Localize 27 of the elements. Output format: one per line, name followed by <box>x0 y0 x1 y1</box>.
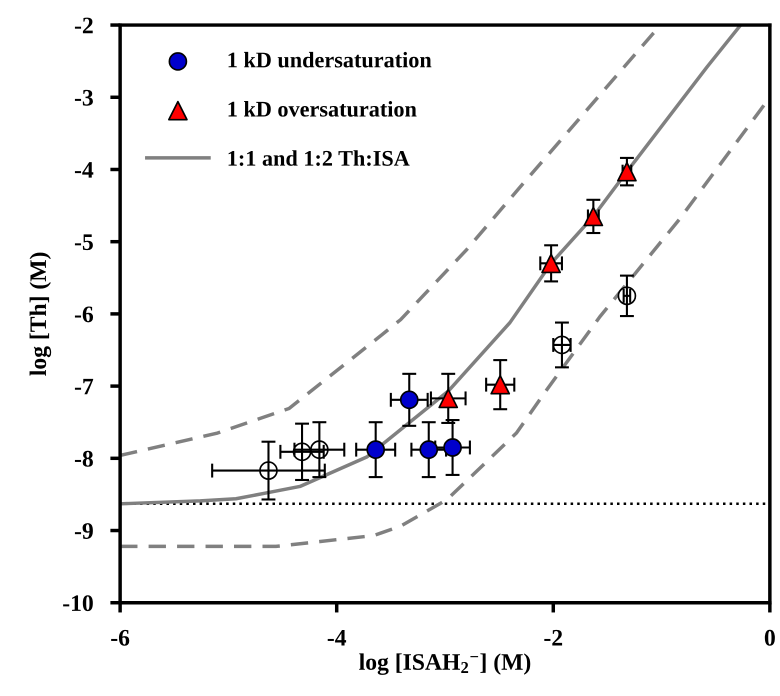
point <box>366 440 386 459</box>
y-tick-label: -9 <box>74 523 93 539</box>
y-axis-title: log [Th] (M) <box>30 252 52 376</box>
point <box>438 388 458 408</box>
y-tick-label: -4 <box>74 162 94 178</box>
x-tick-label: 0 <box>764 630 775 646</box>
legend-label: 1:1 and 1:2 Th:ISA <box>228 150 410 166</box>
legend-label: 1 kD oversaturation <box>228 101 417 117</box>
x-tick-label: -4 <box>328 630 346 646</box>
y-tick-label: -10 <box>63 595 93 612</box>
x-tick-label: -6 <box>111 630 130 646</box>
point <box>490 374 510 395</box>
x-tick-label: -2 <box>544 630 562 646</box>
point <box>443 438 462 457</box>
y-tick-label: -8 <box>74 450 93 467</box>
line-series <box>120 25 742 506</box>
x-axis-title: log [ISAH$_{2}$$^{−}$] (M) <box>359 653 530 675</box>
y-tick-label: -6 <box>74 306 94 322</box>
point <box>400 390 419 410</box>
y-tick-label: -5 <box>74 234 93 250</box>
y-tick-label: -3 <box>74 90 93 106</box>
point <box>583 206 604 226</box>
point <box>419 440 438 459</box>
y-tick-label: -7 <box>74 378 94 394</box>
legend-label: 1 kD undersaturation <box>228 52 432 68</box>
y-tick-label: -2 <box>74 18 93 34</box>
point <box>617 162 637 182</box>
